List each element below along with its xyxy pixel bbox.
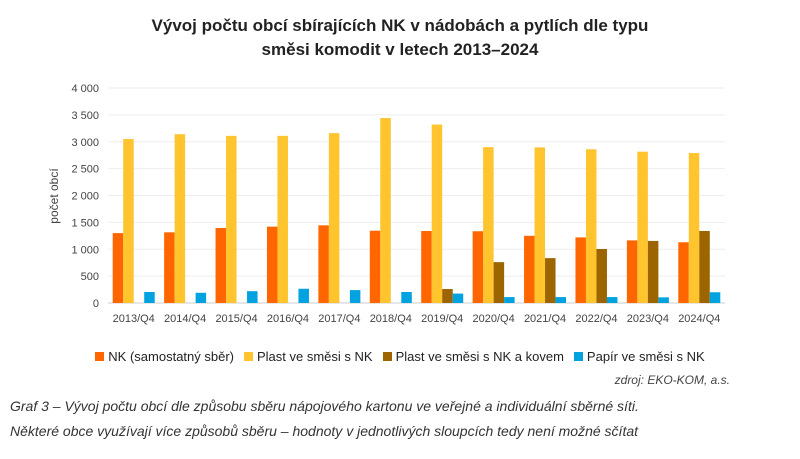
y-tick-label: 500 [81, 271, 99, 283]
bar-3-2024-Q4 [699, 230, 710, 303]
bar-2-2022-Q4 [585, 149, 597, 303]
bar-4-2020-Q4 [504, 297, 515, 303]
caption-line-1: Graf 3 – Vývoj počtu obcí dle způsobu sb… [10, 398, 639, 414]
x-tick-label: 2015/Q4 [215, 313, 257, 325]
x-tick-label: 2018/Q4 [370, 313, 412, 325]
caption-line-2: Některé obce využívají více způsobů sběr… [10, 423, 639, 439]
x-tick-label: 2024/Q4 [678, 313, 720, 325]
bar-1-2020-Q4 [472, 231, 484, 303]
x-tick-label: 2013/Q4 [113, 313, 155, 325]
y-tick-label: 1 500 [71, 217, 99, 229]
bar-2-2019-Q4 [431, 124, 443, 303]
source-note: zdroj: EKO-KOM, a.s. [614, 373, 730, 387]
x-tick-label: 2019/Q4 [421, 313, 463, 325]
bar-2-2023-Q4 [637, 151, 648, 303]
bar-2-2014-Q4 [174, 134, 186, 303]
bar-4-2013-Q4 [144, 291, 155, 303]
bar-4-2022-Q4 [606, 297, 618, 303]
bar-3-2023-Q4 [647, 240, 659, 303]
x-tick-label: 2020/Q4 [473, 313, 515, 325]
chart-title: Vývoj počtu obcí sbírajících NK v nádobá… [0, 14, 800, 62]
bar-1-2018-Q4 [369, 230, 381, 303]
legend-item: NK (samostatný sběr) [95, 349, 234, 364]
legend-label: Plast ve směsi s NK a kovem [395, 349, 564, 364]
bar-4-2015-Q4 [247, 291, 258, 303]
legend: NK (samostatný sběr) Plast ve směsi s NK P… [0, 349, 800, 364]
bar-4-2014-Q4 [195, 292, 207, 303]
bar-2-2015-Q4 [226, 135, 237, 303]
legend-label: Papír ve směsi s NK [586, 349, 705, 364]
y-tick-label: 3 000 [71, 137, 99, 149]
y-tick-label: 3 500 [71, 110, 99, 122]
x-tick-label: 2023/Q4 [627, 313, 669, 325]
x-tick-label: 2016/Q4 [267, 313, 309, 325]
x-tick-label: 2017/Q4 [318, 313, 360, 325]
title-line-2: směsi komodit v letech 2013–2024 [261, 40, 539, 59]
y-axis-label: počet obcí [47, 168, 61, 224]
legend-item: Plast ve směsi s NK [244, 349, 373, 364]
bar-1-2019-Q4 [421, 230, 432, 303]
bar-2-2018-Q4 [380, 118, 391, 303]
bar-2-2016-Q4 [277, 135, 288, 303]
bar-4-2021-Q4 [555, 297, 567, 303]
legend-swatch [95, 352, 105, 361]
bar-4-2019-Q4 [452, 293, 464, 303]
bar-4-2024-Q4 [709, 292, 721, 303]
y-tick-label: 2 000 [71, 191, 99, 203]
bar-2-2021-Q4 [534, 147, 546, 303]
bar-3-2019-Q4 [442, 289, 453, 303]
bar-4-2023-Q4 [658, 297, 669, 303]
bar-1-2024-Q4 [678, 242, 689, 303]
legend-item: Plast ve směsi s NK a kovem [382, 349, 564, 364]
bar-1-2017-Q4 [318, 225, 329, 303]
bar-1-2014-Q4 [164, 232, 175, 303]
bar-1-2015-Q4 [215, 228, 227, 303]
legend-swatch [382, 352, 392, 361]
x-tick-label: 2022/Q4 [575, 313, 617, 325]
bar-2-2020-Q4 [483, 147, 494, 303]
bar-3-2020-Q4 [493, 262, 505, 303]
bar-2-2013-Q4 [123, 139, 134, 303]
bar-3-2021-Q4 [545, 258, 556, 303]
bar-2-2017-Q4 [328, 133, 340, 303]
bar-3-2022-Q4 [596, 248, 607, 303]
y-tick-label: 1 000 [71, 244, 99, 256]
bar-4-2018-Q4 [401, 291, 412, 303]
legend-swatch [244, 352, 253, 361]
bar-1-2013-Q4 [112, 233, 124, 303]
plot-area: počet obcí 0 500 1 000 1 500 2 000 2 500 3 000… [47, 83, 725, 325]
legend-label: Plast ve směsi s NK [257, 349, 373, 364]
bar-2-2024-Q4 [688, 153, 700, 303]
x-tick-label: 2014/Q4 [164, 313, 206, 325]
bar-4-2016-Q4 [298, 288, 309, 303]
y-tick-label: 2 500 [71, 164, 99, 176]
bar-4-2017-Q4 [349, 290, 361, 303]
title-line-1: Vývoj počtu obcí sbírajících NK v nádobá… [151, 16, 649, 35]
bar-1-2022-Q4 [575, 237, 586, 303]
legend-item: Papír ve směsi s NK [573, 349, 705, 364]
y-tick-label: 4 000 [71, 83, 99, 95]
legend-label: NK (samostatný sběr) [108, 349, 234, 364]
y-tick-label: 0 [93, 298, 99, 310]
bar-1-2021-Q4 [524, 235, 535, 303]
legend-swatch [573, 352, 583, 361]
x-tick-label: 2021/Q4 [524, 313, 566, 325]
bar-1-2023-Q4 [626, 240, 638, 303]
bar-1-2016-Q4 [266, 226, 278, 303]
